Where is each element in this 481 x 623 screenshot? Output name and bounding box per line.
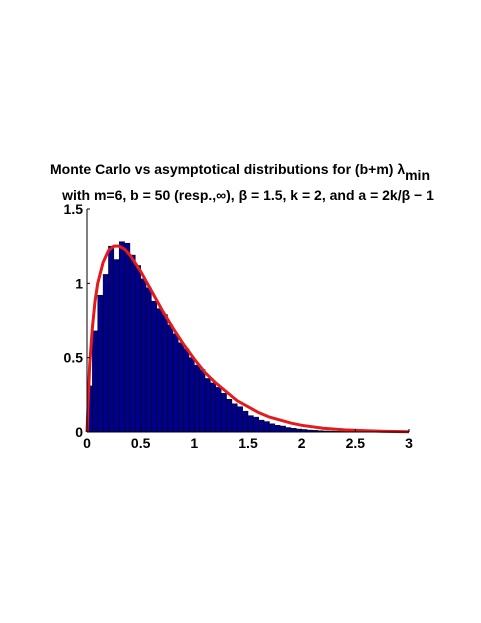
histogram-bar	[151, 300, 158, 433]
histogram-bar	[188, 357, 195, 433]
histogram-bar	[258, 419, 265, 433]
histogram-bar	[253, 416, 259, 433]
histogram-bar	[242, 410, 249, 433]
chart-title-line1-main: Monte Carlo vs asymptotical distribution…	[50, 161, 405, 177]
histogram-bar	[274, 425, 281, 433]
histogram-bar	[102, 274, 109, 433]
x-tick-label: 1	[190, 435, 198, 451]
histogram-bar	[204, 378, 211, 433]
histogram-bar	[263, 421, 270, 433]
histogram-bar	[279, 425, 286, 433]
x-tick-label: 1.5	[238, 435, 258, 451]
chart-title-line1-subscript: min	[405, 167, 430, 183]
y-ticks: 0 0.5 1 1.5	[64, 201, 90, 440]
asymptotic-density-curve	[85, 244, 410, 434]
histogram-bar	[161, 314, 168, 433]
histogram-bar	[167, 324, 174, 433]
histogram-bar	[97, 294, 104, 433]
histogram-bar	[231, 403, 238, 433]
y-tick-label: 0.5	[64, 350, 84, 366]
x-tick-label: 0	[83, 435, 91, 451]
histogram-bar	[237, 406, 243, 433]
histogram-bar	[194, 364, 200, 433]
histogram-bar	[118, 241, 125, 433]
histogram-bar	[108, 245, 115, 433]
x-tick-label: 3	[405, 435, 413, 451]
histogram-bar	[269, 423, 276, 433]
x-tick-label: 2.5	[346, 435, 366, 451]
histogram-bar	[199, 369, 206, 433]
histogram-bar	[247, 415, 254, 433]
chart-title-line1: Monte Carlo vs asymptotical distribution…	[50, 161, 430, 183]
histogram-bar	[129, 254, 136, 433]
histogram-bar	[215, 387, 222, 433]
histogram-bar	[156, 308, 163, 433]
chart-title-line2: with m=6, b = 50 (resp.,∞), β = 1.5, k =…	[61, 187, 434, 203]
histogram-bar	[140, 278, 147, 433]
histogram-bar	[226, 399, 233, 433]
histogram-bar	[145, 287, 152, 433]
y-tick-label: 1.5	[64, 201, 84, 217]
histogram-bar	[92, 330, 98, 433]
histogram-bar	[220, 393, 227, 433]
x-tick-label: 0.5	[131, 435, 151, 451]
histogram-bar	[183, 348, 190, 433]
histogram-bar	[210, 382, 217, 433]
x-tick-label: 2	[298, 435, 306, 451]
histogram-bar	[113, 259, 120, 433]
x-ticks: 0 0.5 1 1.5 2 2.5 3	[83, 429, 413, 451]
y-tick-label: 1	[75, 275, 83, 291]
histogram-bar	[285, 427, 292, 433]
histogram-bar	[135, 265, 141, 433]
y-tick-label: 0	[75, 424, 83, 440]
histogram-bar	[290, 428, 297, 433]
histogram-bar	[124, 242, 131, 433]
histogram-bar	[172, 333, 179, 433]
plot-area: 0 0.5 1 1.5 2 2.5 3 0 0.5 1 1.5	[64, 201, 414, 451]
histogram-bar	[177, 342, 184, 433]
